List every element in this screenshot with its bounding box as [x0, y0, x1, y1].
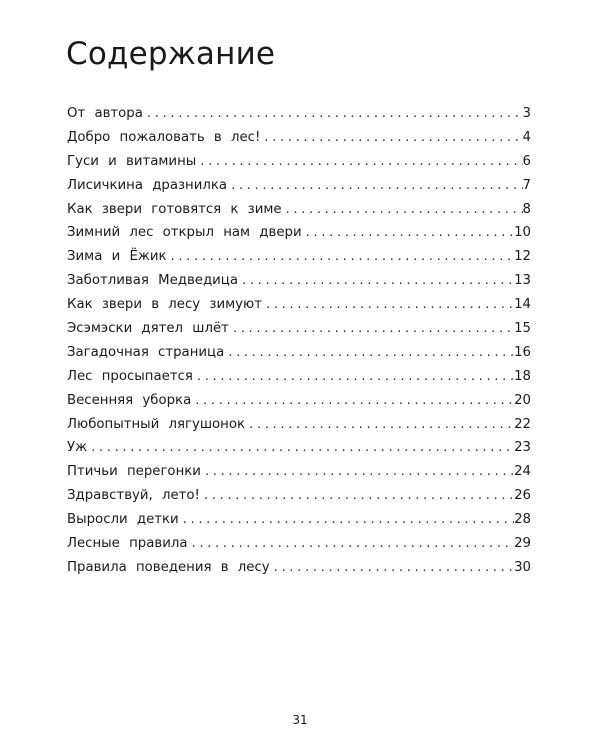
toc-entry[interactable]: Зима и Ёжик 12 [67, 249, 531, 273]
dot-leader [264, 130, 522, 145]
toc-entry-title: Птичьи перегонки [67, 464, 201, 480]
dot-leader [147, 106, 523, 121]
toc-entry-page: 10 [514, 225, 531, 241]
toc-entry-page: 29 [514, 536, 531, 552]
dot-leader [197, 369, 514, 384]
toc-entry-page: 3 [522, 106, 531, 121]
table-of-contents: От автора 3 Добро пожаловать в лес! 4 Гуси и… [67, 106, 531, 584]
toc-entry-title: Любопытный лягушонок [67, 416, 246, 432]
toc-entry-page: 28 [514, 512, 531, 528]
dot-leader [195, 393, 514, 408]
toc-entry-title: Заботливая Медведица [67, 273, 239, 289]
dot-leader [233, 321, 514, 336]
toc-entry[interactable]: Зимний лес открыл нам двери 10 [67, 225, 531, 249]
toc-entry[interactable]: Эсэмэски дятел шлёт 15 [67, 321, 531, 345]
dot-leader [205, 464, 514, 479]
toc-entry[interactable]: Загадочная страница 16 [67, 345, 531, 369]
dot-leader [171, 249, 515, 264]
toc-entry-title: От автора [67, 106, 143, 121]
toc-entry-page: 12 [514, 249, 531, 265]
toc-entry-title: Выросли детки [67, 512, 179, 528]
toc-entry-title: Загадочная страница [67, 344, 225, 360]
toc-entry-page: 15 [514, 321, 531, 337]
toc-entry-page: 20 [514, 392, 531, 408]
toc-entry-page: 26 [514, 488, 531, 504]
dot-leader [274, 560, 514, 575]
toc-entry-page: 30 [514, 559, 531, 575]
dot-leader [192, 536, 515, 551]
toc-entry[interactable]: Любопытный лягушонок 22 [67, 417, 531, 441]
dot-leader [249, 417, 514, 432]
toc-entry-title: Здравствуй, лето! [67, 488, 200, 504]
toc-entry[interactable]: Добро пожаловать в лес! 4 [67, 130, 531, 154]
dot-leader [91, 440, 514, 455]
toc-entry-title: Как звери готовятся к зиме [67, 201, 282, 217]
toc-entry[interactable]: Как звери в лесу зимуют 14 [67, 297, 531, 321]
toc-entry[interactable]: Лесные правила 29 [67, 536, 531, 560]
toc-entry-title: Уж [67, 440, 88, 456]
toc-entry-page: 6 [522, 153, 531, 169]
dot-leader [200, 154, 522, 169]
toc-entry[interactable]: Птичьи перегонки 24 [67, 464, 531, 488]
toc-entry-title: Весенняя уборка [67, 392, 192, 408]
toc-entry-title: Как звери в лесу зимуют [67, 297, 262, 313]
toc-entry[interactable]: Гуси и витамины 6 [67, 154, 531, 178]
dot-leader [306, 225, 514, 240]
toc-entry-title: Лес просыпается [67, 368, 193, 384]
dot-leader [266, 297, 514, 312]
toc-entry-title: Правила поведения в лесу [67, 559, 270, 575]
toc-entry[interactable]: Заботливая Медведица 13 [67, 273, 531, 297]
dot-leader [204, 488, 514, 503]
toc-entry[interactable]: Выросли детки 28 [67, 512, 531, 536]
toc-entry-page: 18 [514, 368, 531, 384]
toc-entry-title: Добро пожаловать в лес! [67, 129, 261, 145]
toc-entry[interactable]: Весенняя уборка 20 [67, 393, 531, 417]
toc-entry-page: 14 [514, 297, 531, 313]
dot-leader [228, 345, 514, 360]
dot-leader [231, 178, 522, 193]
toc-entry-page: 24 [514, 464, 531, 480]
toc-entry-page: 7 [522, 177, 531, 193]
toc-entry-page: 22 [514, 416, 531, 432]
toc-entry-page: 16 [514, 344, 531, 360]
toc-entry-title: Гуси и витамины [67, 153, 197, 169]
toc-entry[interactable]: Здравствуй, лето! 26 [67, 488, 531, 512]
toc-entry[interactable]: Лес просыпается 18 [67, 369, 531, 393]
toc-entry[interactable]: Как звери готовятся к зиме 8 [67, 202, 531, 226]
dot-leader [286, 202, 523, 217]
dot-leader [242, 273, 514, 288]
toc-entry-title: Зимний лес открыл нам двери [67, 225, 302, 241]
toc-entry[interactable]: Лисичкина дразнилка 7 [67, 178, 531, 202]
toc-entry[interactable]: От автора 3 [67, 106, 531, 130]
toc-entry-page: 8 [522, 201, 531, 217]
toc-entry[interactable]: Правила поведения в лесу 30 [67, 560, 531, 584]
toc-entry-title: Лисичкина дразнилка [67, 177, 228, 193]
toc-entry[interactable]: Уж 23 [67, 440, 531, 464]
page-number: 31 [292, 713, 308, 727]
toc-entry-page: 23 [514, 440, 531, 456]
toc-entry-page: 4 [522, 129, 531, 145]
toc-entry-title: Зима и Ёжик [67, 249, 167, 265]
toc-entry-page: 13 [514, 273, 531, 289]
toc-entry-title: Лесные правила [67, 536, 188, 552]
page-title: Содержание [66, 36, 276, 72]
toc-entry-title: Эсэмэски дятел шлёт [67, 321, 229, 337]
dot-leader [183, 512, 514, 527]
